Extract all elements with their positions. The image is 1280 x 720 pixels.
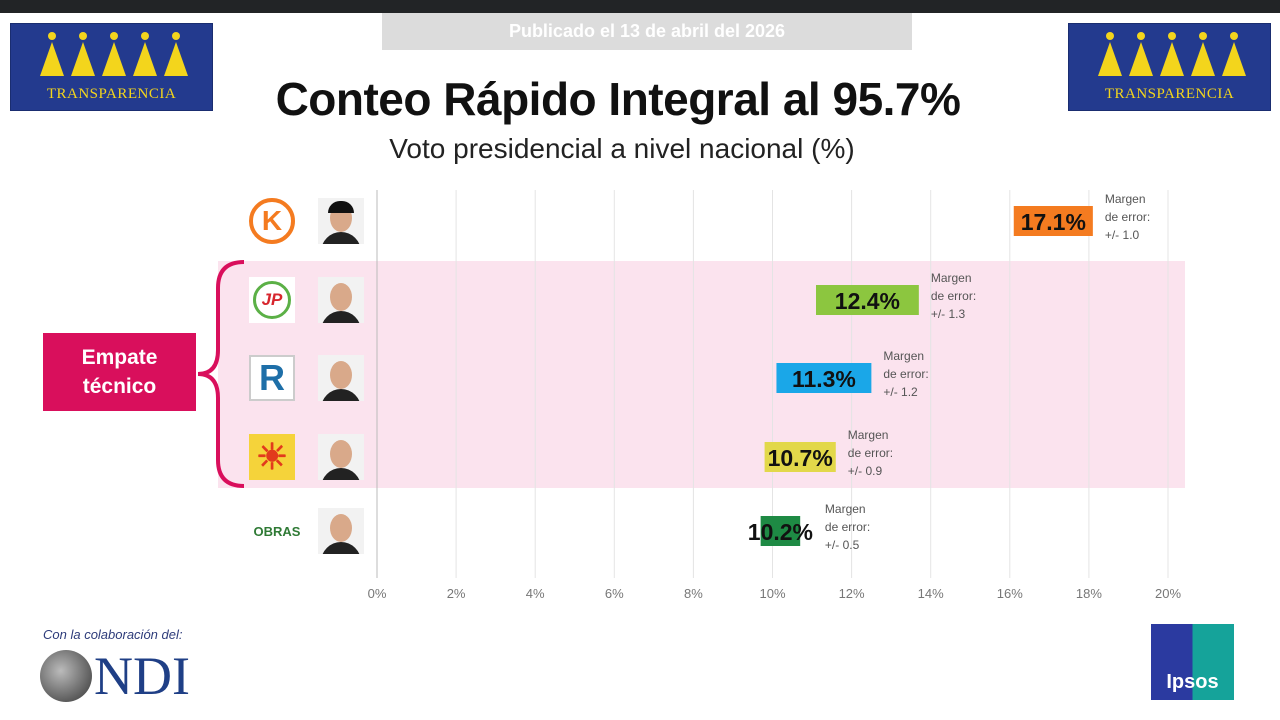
x-tick-label: 8% [684,586,703,601]
chart-subtitle: Voto presidencial a nivel nacional (%) [389,133,855,164]
margin-of-error-text: de error: [848,446,893,460]
margin-of-error-text: Margen [931,271,972,285]
tie-brace [197,260,245,488]
margin-of-error-text: +/- 1.0 [1105,228,1140,242]
error-range-bar [760,516,801,546]
x-tick-label: 20% [1155,586,1181,601]
candidate-photo [318,198,364,244]
margin-of-error-text: Margen [848,428,889,442]
x-tick-label: 16% [997,586,1023,601]
candidate-photo [318,355,364,401]
party-logo-jp: JP [249,277,295,323]
margin-of-error-text: de error: [825,520,870,534]
ndi-logo: NDI [40,649,190,703]
party-logo-k: K [249,198,295,244]
party-logo-sun: ☀ [249,434,295,480]
transparencia-logo-right: TRANSPARENCIA [1068,23,1271,111]
margin-of-error-text: de error: [1105,210,1150,224]
x-tick-label: 12% [839,586,865,601]
margin-of-error-text: Margen [825,502,866,516]
tie-label: Empate técnico [43,333,196,411]
x-tick-label: 6% [605,586,624,601]
value-label: 12.4% [835,288,900,314]
value-label: 10.7% [768,445,833,471]
margin-of-error-text: Margen [1105,192,1146,206]
chart-title: Conteo Rápido Integral al 95.7% [275,73,961,125]
x-tick-label: 10% [759,586,785,601]
x-tick-label: 18% [1076,586,1102,601]
margin-of-error-text: +/- 0.5 [825,538,860,552]
collab-text: Con la colaboración del: [43,627,183,642]
x-tick-label: 4% [526,586,545,601]
margin-of-error-text: +/- 1.3 [931,307,966,321]
value-label: 10.2% [748,519,813,545]
party-logo-obras: OBRAS [253,523,301,539]
error-range-bar [816,285,919,315]
value-label: 11.3% [792,366,856,392]
error-range-bar [764,442,836,472]
x-tick-label: 14% [918,586,944,601]
value-label: 17.1% [1021,209,1086,235]
published-date: Publicado el 13 de abril del 2026 [382,13,912,50]
transparencia-logo-left: TRANSPARENCIA [10,23,213,111]
margin-of-error-text: de error: [883,367,928,381]
margin-of-error-text: +/- 0.9 [848,464,883,478]
margin-of-error-text: Margen [883,349,924,363]
margin-of-error-text: +/- 1.2 [883,385,918,399]
candidate-photo [318,434,364,480]
margin-of-error-text: de error: [931,289,976,303]
tie-band [218,261,1185,488]
x-tick-label: 0% [368,586,387,601]
candidate-photo [318,508,364,554]
x-tick-label: 2% [447,586,466,601]
party-logo-r: R [249,355,295,401]
ipsos-logo: Ipsos [1151,624,1234,700]
candidate-photo [318,277,364,323]
error-range-bar [1013,206,1093,236]
error-range-bar [776,363,872,393]
globe-icon [40,650,92,702]
top-bar [0,0,1280,13]
